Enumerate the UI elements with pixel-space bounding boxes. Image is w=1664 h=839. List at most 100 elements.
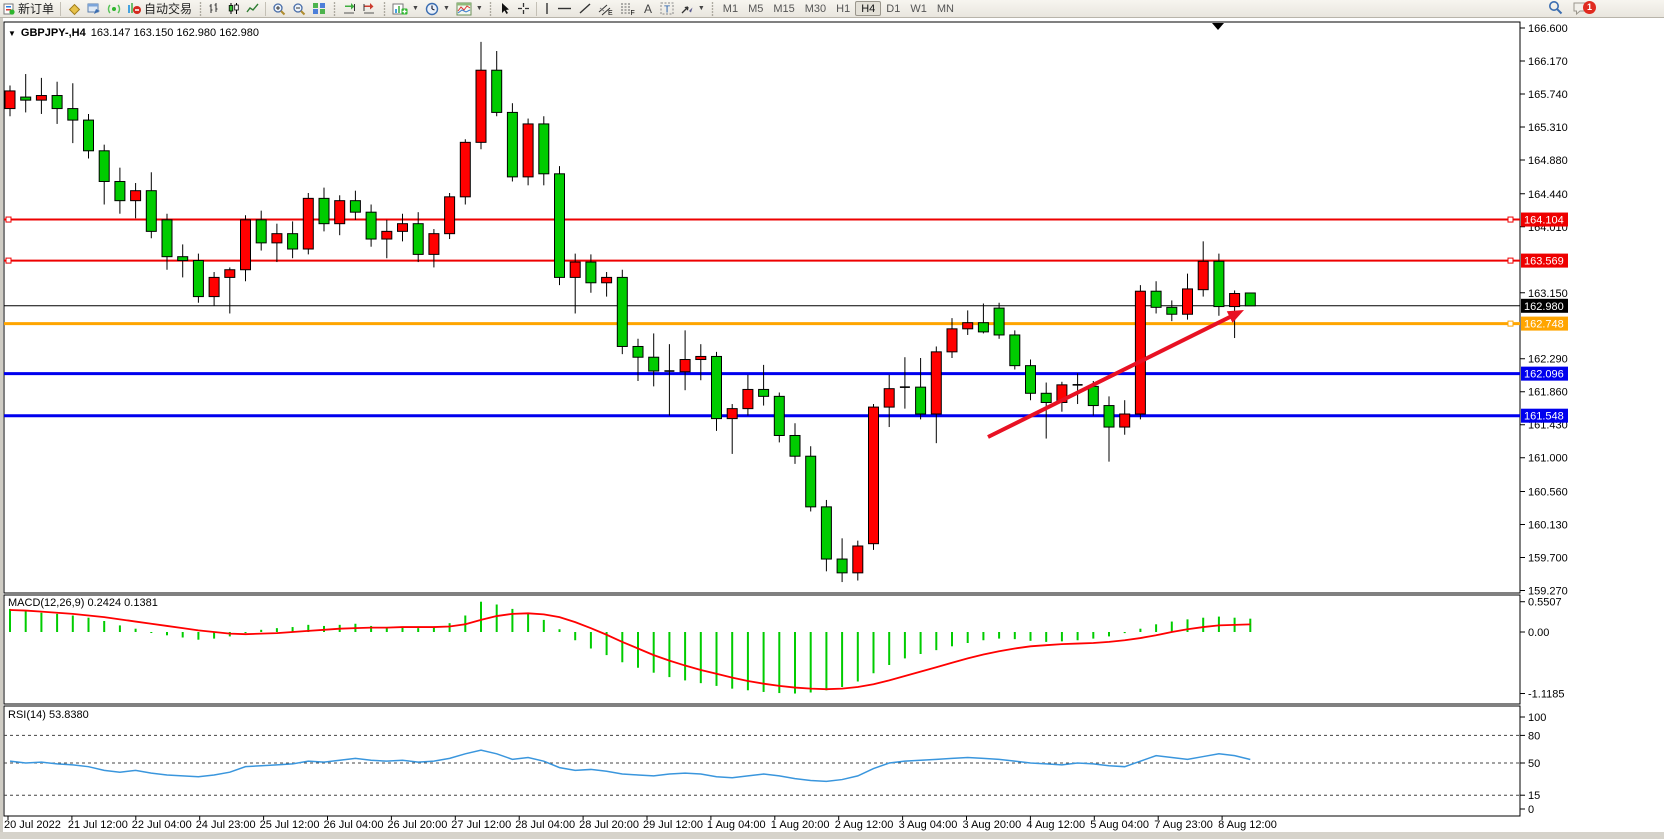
svg-text:3 Aug 20:00: 3 Aug 20:00 (963, 819, 1022, 831)
new-order-label: 新订单 (18, 2, 55, 16)
window-left-edge (0, 18, 3, 839)
text-label-button[interactable]: T (657, 0, 677, 17)
profiles-button[interactable] (84, 0, 104, 17)
tf-h1[interactable]: H1 (836, 2, 851, 15)
svg-text:162.290: 162.290 (1528, 354, 1568, 366)
vertical-line-icon (543, 2, 551, 15)
fibonacci-button[interactable]: F (617, 0, 639, 17)
svg-text:162.748: 162.748 (1524, 319, 1564, 331)
signals-button[interactable] (104, 0, 124, 17)
svg-text:27 Jul 12:00: 27 Jul 12:00 (451, 819, 511, 831)
notification-badge: 1 (1583, 0, 1596, 14)
tf-w1[interactable]: W1 (910, 2, 927, 15)
svg-text:2 Aug 12:00: 2 Aug 12:00 (835, 819, 894, 831)
svg-text:A: A (644, 2, 652, 15)
horizontal-line-button[interactable] (554, 0, 575, 17)
svg-text:8 Aug 12:00: 8 Aug 12:00 (1218, 819, 1277, 831)
zoom-in-button[interactable] (269, 0, 289, 17)
bar-chart-button[interactable] (205, 0, 224, 17)
candlestick-chart-button[interactable] (224, 0, 243, 17)
arrows-button[interactable]: ▼ (677, 0, 708, 17)
fibonacci-icon: F (620, 2, 636, 16)
new-chart-button[interactable] (64, 0, 84, 17)
svg-text:28 Jul 04:00: 28 Jul 04:00 (515, 819, 575, 831)
equidistant-channel-button[interactable]: E (595, 0, 617, 17)
svg-text:15: 15 (1528, 790, 1540, 802)
svg-text:4 Aug 12:00: 4 Aug 12:00 (1026, 819, 1085, 831)
svg-text:E: E (608, 10, 613, 16)
chart-title: ▼ GBPJPY-,H4 163.147 163.150 162.980 162… (8, 27, 259, 39)
macd-indicator-label: MACD(12,26,9) 0.2424 0.1381 (8, 597, 158, 609)
svg-text:1 Aug 20:00: 1 Aug 20:00 (771, 819, 830, 831)
chart-menu-icon[interactable]: ▼ (8, 28, 16, 38)
chevron-down-icon: ▼ (442, 5, 450, 12)
svg-text:25 Jul 12:00: 25 Jul 12:00 (260, 819, 320, 831)
svg-text:166.170: 166.170 (1528, 56, 1568, 68)
svg-text:50: 50 (1528, 758, 1540, 770)
line-chart-icon (246, 2, 259, 15)
svg-text:T: T (664, 5, 670, 16)
new-order-button[interactable]: 新订单 (0, 0, 57, 17)
trendline-button[interactable] (575, 0, 595, 17)
tf-m5[interactable]: M5 (748, 2, 764, 15)
window-arrow-icon (87, 2, 101, 15)
svg-text:26 Jul 20:00: 26 Jul 20:00 (387, 819, 447, 831)
template-chart-icon (456, 2, 472, 16)
svg-text:166.600: 166.600 (1528, 23, 1568, 35)
svg-text:-1.1185: -1.1185 (1528, 689, 1565, 701)
svg-text:165.740: 165.740 (1528, 89, 1568, 101)
new-order-icon (3, 3, 15, 15)
tile-windows-button[interactable] (309, 0, 329, 17)
templates-button[interactable]: ▼ (453, 0, 486, 17)
svg-text:162.980: 162.980 (1524, 301, 1564, 313)
line-chart-button[interactable] (243, 0, 262, 17)
chevron-down-icon: ▼ (475, 5, 483, 12)
channel-icon: E (598, 2, 614, 16)
svg-text:0.5507: 0.5507 (1528, 597, 1562, 609)
svg-text:22 Jul 04:00: 22 Jul 04:00 (132, 819, 192, 831)
chart-shift-button[interactable] (359, 0, 379, 17)
tf-mn[interactable]: MN (936, 2, 954, 15)
svg-text:161.430: 161.430 (1528, 420, 1568, 432)
auto-scroll-button[interactable] (339, 0, 359, 17)
svg-text:164.440: 164.440 (1528, 189, 1568, 201)
zoom-in-icon (272, 2, 286, 16)
svg-text:162.096: 162.096 (1524, 369, 1564, 381)
tf-h4[interactable]: H4 (855, 1, 882, 16)
signal-icon (107, 2, 121, 15)
bar-chart-icon (208, 2, 221, 15)
svg-text:29 Jul 12:00: 29 Jul 12:00 (643, 819, 703, 831)
autotrading-button[interactable]: 自动交易 (124, 0, 195, 17)
chart-shift-icon (362, 2, 376, 15)
tf-d1[interactable]: D1 (886, 2, 901, 15)
vertical-line-button[interactable] (540, 0, 554, 17)
tf-m1[interactable]: M1 (722, 2, 739, 15)
svg-text:26 Jul 04:00: 26 Jul 04:00 (324, 819, 384, 831)
cursor-arrow-icon (499, 2, 511, 15)
notifications-button[interactable]: 1 (1573, 0, 1602, 18)
svg-text:28 Jul 20:00: 28 Jul 20:00 (579, 819, 639, 831)
svg-text:159.700: 159.700 (1528, 553, 1568, 565)
text-icon: A (642, 2, 654, 15)
diamond-icon (67, 2, 81, 16)
text-label-icon: T (660, 2, 674, 15)
text-button[interactable]: A (639, 0, 657, 17)
svg-text:5 Aug 04:00: 5 Aug 04:00 (1090, 819, 1149, 831)
tf-m30[interactable]: M30 (804, 2, 827, 15)
zoom-out-icon (292, 2, 306, 16)
svg-text:160.560: 160.560 (1528, 487, 1568, 499)
crosshair-button[interactable] (514, 0, 533, 17)
periods-button[interactable]: ▼ (422, 0, 453, 17)
svg-text:161.548: 161.548 (1524, 411, 1564, 423)
tf-m15[interactable]: M15 (773, 2, 795, 15)
zoom-out-button[interactable] (289, 0, 309, 17)
search-icon[interactable] (1548, 0, 1563, 18)
chevron-down-icon: ▼ (697, 5, 705, 12)
svg-text:0: 0 (1528, 804, 1534, 816)
cursor-button[interactable] (496, 0, 514, 17)
rsi-indicator-label: RSI(14) 53.8380 (8, 709, 89, 721)
main-toolbar: 新订单 自动交易 ▼ ▼ ▼ E F A T ▼ M1 M5 M15 M30 H… (0, 0, 1664, 18)
add-indicator-button[interactable]: ▼ (389, 0, 422, 17)
svg-text:163.150: 163.150 (1528, 288, 1568, 300)
